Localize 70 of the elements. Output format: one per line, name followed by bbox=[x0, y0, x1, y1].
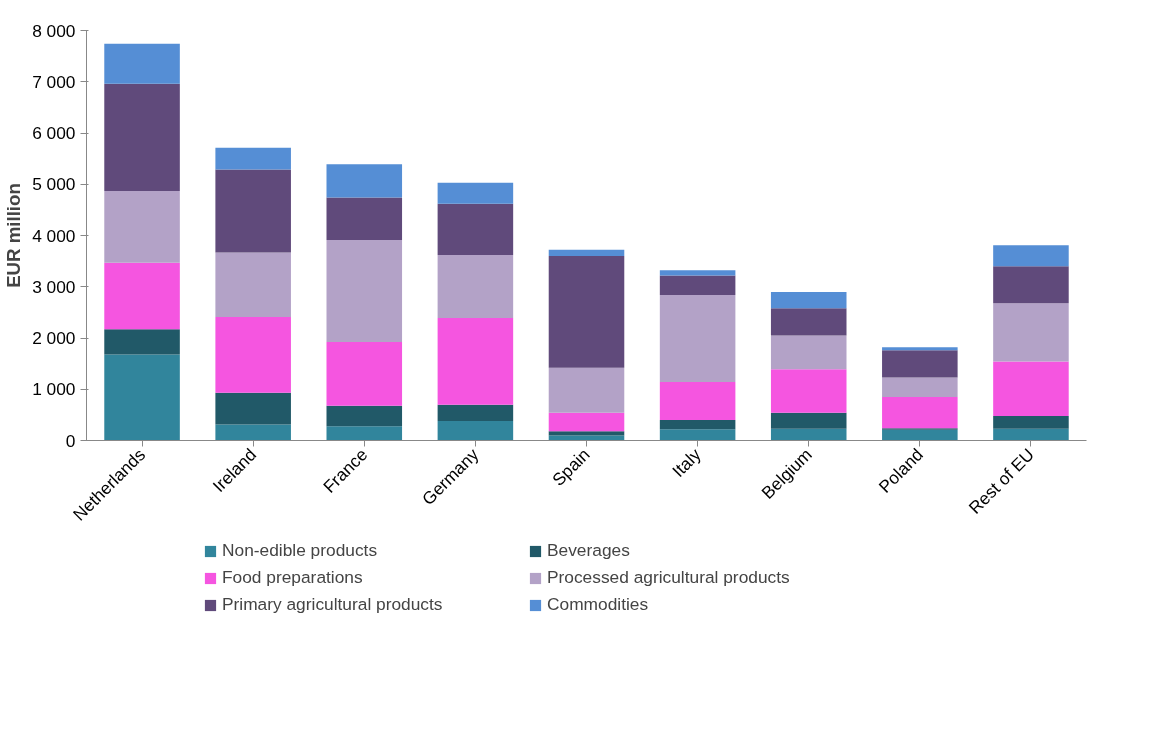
y-tick-label: 1 000 bbox=[32, 379, 76, 400]
bar bbox=[659, 275, 736, 295]
bar bbox=[215, 392, 291, 425]
bar bbox=[326, 342, 403, 406]
bar bbox=[326, 197, 403, 241]
bar bbox=[548, 431, 625, 436]
bar bbox=[882, 347, 958, 351]
bar bbox=[770, 412, 847, 429]
y-tick-label: 8 000 bbox=[32, 20, 76, 41]
bar bbox=[548, 367, 625, 413]
bar bbox=[104, 43, 180, 84]
bar bbox=[659, 270, 736, 276]
bar bbox=[215, 424, 291, 441]
bar bbox=[993, 303, 1069, 362]
bar bbox=[548, 435, 625, 441]
y-tick-label: 3 000 bbox=[32, 276, 76, 297]
bar bbox=[993, 428, 1069, 441]
y-tick-label: 6 000 bbox=[32, 123, 76, 143]
bar bbox=[770, 369, 847, 413]
bar bbox=[659, 294, 736, 383]
bar bbox=[215, 252, 291, 317]
bar bbox=[104, 83, 180, 191]
y-tick-label: 5 000 bbox=[32, 174, 76, 195]
bar bbox=[882, 350, 958, 378]
bar bbox=[882, 429, 958, 441]
bar bbox=[215, 169, 291, 253]
bar bbox=[326, 240, 403, 343]
y-tick-label: 4 000 bbox=[32, 225, 76, 246]
bar bbox=[215, 316, 291, 393]
bar bbox=[437, 421, 514, 441]
bar bbox=[548, 412, 625, 432]
bar bbox=[993, 361, 1069, 416]
legend-label: Primary agricultural products bbox=[221, 594, 444, 615]
bar bbox=[993, 245, 1069, 267]
bar bbox=[882, 377, 958, 397]
bar bbox=[770, 428, 847, 441]
bar bbox=[215, 147, 291, 170]
bar bbox=[104, 354, 180, 441]
legend-label: Non-edible products bbox=[221, 540, 379, 561]
y-axis-title: EUR million bbox=[3, 183, 25, 288]
bar bbox=[437, 318, 514, 405]
y-tick-label: 0 bbox=[65, 430, 76, 451]
bar bbox=[104, 262, 180, 330]
bar bbox=[659, 429, 736, 441]
bar bbox=[993, 266, 1069, 304]
bar bbox=[104, 190, 180, 263]
bar bbox=[770, 308, 847, 336]
bar bbox=[326, 405, 403, 427]
bar bbox=[882, 396, 958, 429]
y-tick-label: 2 000 bbox=[32, 328, 76, 348]
legend-label: Commodities bbox=[546, 594, 650, 615]
bar bbox=[104, 329, 180, 355]
legend-label: Beverages bbox=[546, 540, 631, 561]
bar bbox=[659, 420, 736, 430]
bar bbox=[993, 415, 1069, 429]
bar bbox=[326, 426, 403, 441]
bar bbox=[437, 404, 514, 422]
bar bbox=[770, 335, 847, 370]
y-tick-label: 7 000 bbox=[32, 71, 76, 92]
bar bbox=[659, 382, 736, 420]
bar bbox=[437, 203, 514, 255]
bar bbox=[548, 256, 625, 368]
bar bbox=[770, 291, 847, 309]
bar bbox=[437, 182, 514, 204]
x-tick-label: Italy bbox=[668, 444, 705, 482]
bar bbox=[548, 249, 625, 256]
legend-label: Food preparations bbox=[221, 567, 364, 588]
bar bbox=[437, 254, 514, 319]
legend-label: Processed agricultural products bbox=[546, 567, 791, 588]
bar bbox=[326, 164, 403, 198]
